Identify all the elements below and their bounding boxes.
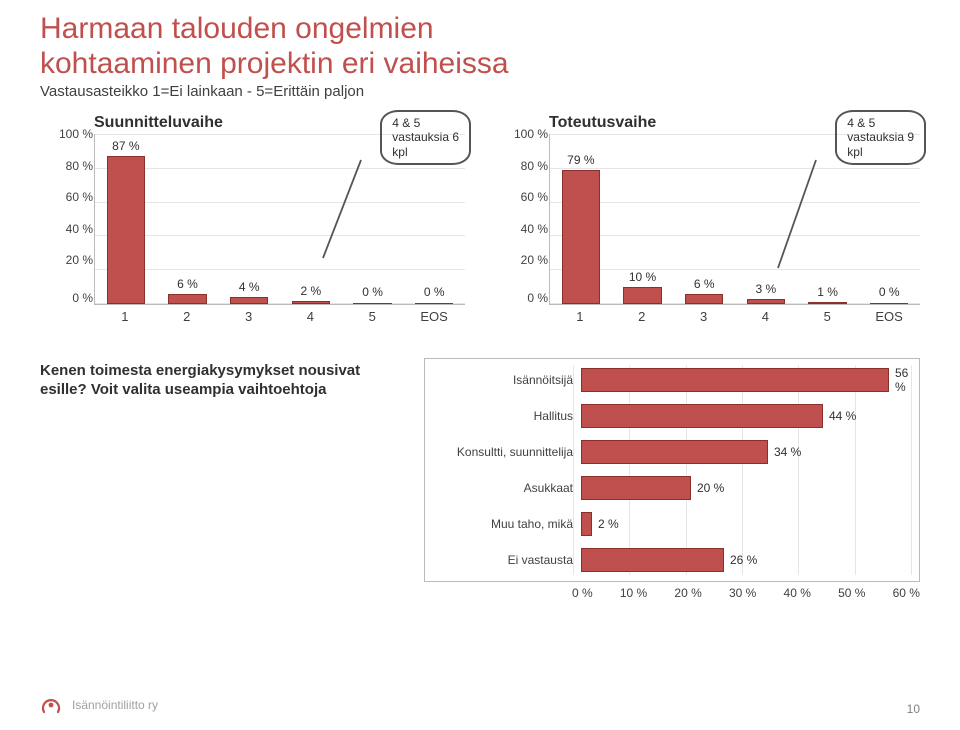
bar-slot: 4 % (218, 134, 280, 304)
bar-value-label: 87 % (104, 139, 147, 153)
y-tick-label: 80 % (43, 160, 93, 172)
x-tick-label: 3 (218, 309, 280, 324)
y-tick-label: 100 % (498, 128, 548, 140)
y-tick-label: 60 % (43, 191, 93, 203)
hbar-chart: Isännöitsijä 56 % Hallitus 44 % Konsultti, s… (424, 358, 920, 600)
title-line-1: Harmaan talouden ongelmien (40, 12, 434, 45)
hbar-value-label: 44 % (829, 409, 856, 423)
hbar-row: Hallitus 44 % (433, 401, 911, 431)
subtitle: Vastausasteikko 1=Ei lainkaan - 5=Erittä… (40, 83, 920, 100)
y-tick-label: 80 % (498, 160, 548, 172)
bar: 6 % (685, 294, 723, 304)
y-tick-label: 20 % (498, 254, 548, 266)
hbar-row: Ei vastausta 26 % (433, 545, 911, 575)
bar-slot: 10 % (612, 134, 674, 304)
hbar-row: Asukkaat 20 % (433, 473, 911, 503)
hbar-x-tick: 30 % (729, 586, 756, 600)
x-tick-label: 1 (549, 309, 611, 324)
bar-value-label: 10 % (621, 270, 664, 284)
hbar-x-tick: 60 % (893, 586, 920, 600)
chart-suunnitteluvaihe: Suunnitteluvaihe 100 %80 %60 %40 %20 %0 … (94, 114, 465, 324)
y-tick-label: 20 % (43, 254, 93, 266)
hbar (581, 512, 592, 536)
hbar-label: Muu taho, mikä (433, 517, 581, 531)
bar: 87 % (107, 156, 145, 304)
hbar (581, 476, 691, 500)
annotation-connector-icon (780, 114, 920, 314)
chart-toteutusvaihe: Toteutusvaihe 100 %80 %60 %40 %20 %0 % 7… (549, 114, 920, 324)
logo-icon (40, 694, 62, 716)
hbar-value-label: 56 % (895, 366, 911, 394)
bar-value-label: 6 % (166, 277, 209, 291)
annotation-connector-icon (325, 114, 465, 314)
hbar-label: Hallitus (433, 409, 581, 423)
footer: Isännöintiliitto ry (40, 694, 158, 716)
x-tick-label: 3 (673, 309, 735, 324)
y-tick-label: 0 % (43, 292, 93, 304)
hbar-label: Isännöitsijä (433, 373, 581, 387)
hbar-value-label: 2 % (598, 517, 619, 531)
bar-slot: 6 % (157, 134, 219, 304)
hbar-label: Asukkaat (433, 481, 581, 495)
page-number: 10 (907, 702, 920, 716)
hbar-value-label: 34 % (774, 445, 801, 459)
hbar-x-tick: 10 % (620, 586, 647, 600)
hbar-label: Ei vastausta (433, 553, 581, 567)
hbar-value-label: 20 % (697, 481, 724, 495)
page-title: Harmaan talouden ongelmien kohtaaminen p… (40, 12, 920, 81)
bar-value-label: 4 % (227, 280, 270, 294)
y-tick-label: 40 % (498, 223, 548, 235)
y-tick-label: 60 % (498, 191, 548, 203)
y-tick-label: 100 % (43, 128, 93, 140)
hbar-row: Konsultti, suunnittelija 34 % (433, 437, 911, 467)
hbar-row: Muu taho, mikä 2 % (433, 509, 911, 539)
bar-value-label: 6 % (682, 277, 725, 291)
bar: 10 % (623, 287, 661, 304)
footer-text: Isännöintiliitto ry (72, 698, 158, 712)
hbar-x-tick: 0 % (572, 586, 593, 600)
bar-slot: 6 % (673, 134, 735, 304)
hbar-row: Isännöitsijä 56 % (433, 365, 911, 395)
hbar-label: Konsultti, suunnittelija (433, 445, 581, 459)
x-tick-label: 2 (611, 309, 673, 324)
y-tick-label: 0 % (498, 292, 548, 304)
hbar (581, 548, 724, 572)
hbar (581, 368, 889, 392)
bar: 79 % (562, 170, 600, 304)
x-tick-label: 2 (156, 309, 218, 324)
hbar-value-label: 26 % (730, 553, 757, 567)
bar: 6 % (168, 294, 206, 304)
x-tick-label: 1 (94, 309, 156, 324)
bar-slot: 87 % (95, 134, 157, 304)
bar-slot: 79 % (550, 134, 612, 304)
hbar-x-tick: 50 % (838, 586, 865, 600)
hbar (581, 404, 823, 428)
bar: 4 % (230, 297, 268, 304)
y-tick-label: 40 % (43, 223, 93, 235)
hbar-question: Kenen toimesta energiakysymykset nousiva… (40, 358, 400, 600)
hbar (581, 440, 768, 464)
title-line-2: kohtaaminen projektin eri vaiheissa (40, 47, 509, 80)
hbar-x-tick: 20 % (674, 586, 701, 600)
bar-value-label: 79 % (559, 153, 602, 167)
hbar-x-tick: 40 % (784, 586, 811, 600)
